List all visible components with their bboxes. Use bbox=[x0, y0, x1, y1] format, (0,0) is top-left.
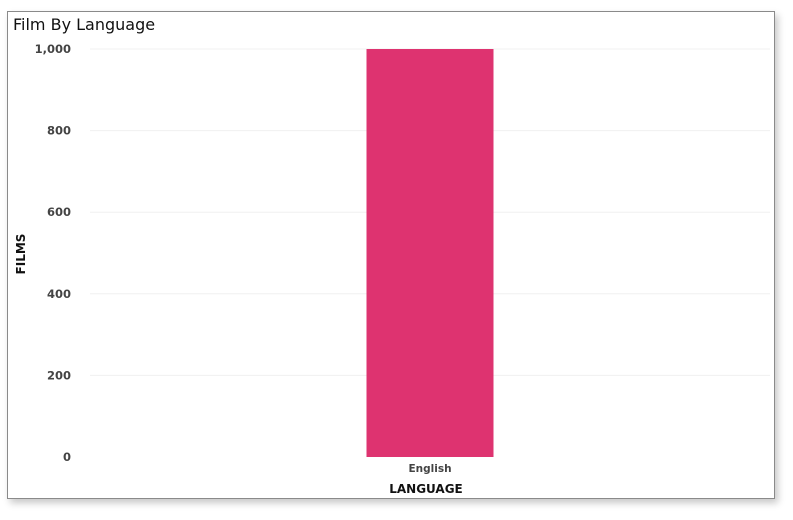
x-axis-label: LANGUAGE bbox=[389, 482, 463, 496]
y-tick-label: 600 bbox=[47, 205, 71, 219]
chart-title: Film By Language bbox=[13, 15, 156, 34]
y-tick-label: 400 bbox=[47, 287, 71, 301]
bars bbox=[366, 49, 494, 457]
y-tick-label: 1,000 bbox=[35, 42, 71, 56]
x-axis-ticks: English bbox=[408, 463, 451, 475]
bar-chart: 0 200 400 600 800 1,000 English LANGUAGE FILM… bbox=[14, 42, 770, 496]
y-tick-label: 200 bbox=[47, 368, 71, 382]
y-tick-label: 0 bbox=[63, 450, 71, 464]
x-tick-label: English bbox=[408, 463, 451, 475]
bar-english[interactable] bbox=[366, 49, 494, 457]
y-tick-label: 800 bbox=[47, 124, 71, 138]
y-axis-label: FILMS bbox=[14, 234, 28, 275]
y-axis-ticks: 0 200 400 600 800 1,000 bbox=[35, 42, 71, 464]
chart-card: Film By Language 0 200 400 600 800 1,000 Engl… bbox=[7, 11, 775, 499]
